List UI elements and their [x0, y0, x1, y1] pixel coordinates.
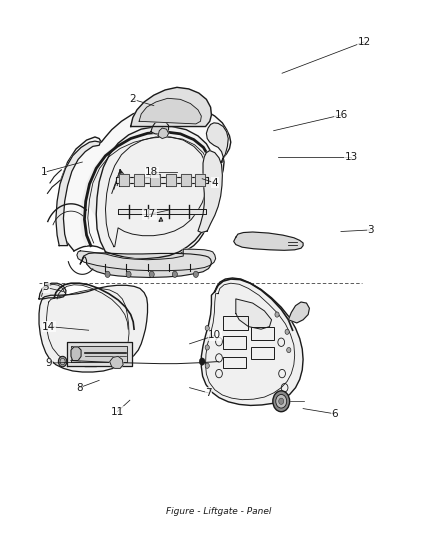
Circle shape: [60, 358, 65, 365]
Polygon shape: [198, 150, 223, 232]
Polygon shape: [181, 174, 191, 185]
Bar: [223, 316, 247, 330]
Polygon shape: [56, 141, 100, 246]
Circle shape: [276, 394, 287, 408]
Circle shape: [205, 363, 209, 368]
Polygon shape: [151, 122, 169, 134]
Circle shape: [279, 398, 284, 405]
Circle shape: [172, 271, 177, 278]
Polygon shape: [236, 299, 272, 329]
Bar: [251, 327, 274, 340]
Bar: [223, 357, 246, 368]
Circle shape: [273, 391, 290, 411]
Text: 2: 2: [130, 94, 136, 104]
Circle shape: [287, 348, 291, 353]
Polygon shape: [118, 209, 206, 214]
Circle shape: [285, 329, 289, 334]
Polygon shape: [166, 174, 176, 185]
Text: 9: 9: [46, 358, 52, 368]
Polygon shape: [39, 285, 148, 372]
Text: 14: 14: [42, 321, 55, 332]
Polygon shape: [150, 174, 160, 185]
Text: 18: 18: [145, 167, 159, 177]
Text: 16: 16: [334, 110, 348, 120]
Text: 3: 3: [367, 225, 374, 235]
Text: 8: 8: [76, 383, 83, 393]
Text: 12: 12: [357, 37, 371, 47]
Polygon shape: [81, 134, 215, 246]
Circle shape: [199, 358, 205, 365]
Circle shape: [126, 271, 131, 278]
Polygon shape: [116, 176, 208, 183]
Polygon shape: [77, 249, 215, 271]
Circle shape: [275, 312, 279, 317]
Polygon shape: [158, 128, 169, 139]
Text: Figure - Liftgate - Panel: Figure - Liftgate - Panel: [166, 507, 272, 516]
Text: 4: 4: [212, 178, 218, 188]
Text: 10: 10: [208, 330, 221, 341]
Circle shape: [205, 345, 209, 350]
Text: 6: 6: [331, 409, 338, 419]
Text: 13: 13: [345, 152, 358, 162]
Polygon shape: [288, 302, 309, 323]
Polygon shape: [206, 123, 228, 162]
Text: 5: 5: [42, 282, 49, 293]
Polygon shape: [201, 278, 303, 406]
Circle shape: [105, 271, 110, 278]
Circle shape: [193, 271, 198, 278]
Polygon shape: [71, 346, 127, 361]
Text: 17: 17: [143, 209, 156, 219]
Polygon shape: [195, 174, 205, 185]
Bar: [251, 347, 274, 359]
Text: 7: 7: [205, 388, 212, 398]
Polygon shape: [234, 232, 303, 251]
Bar: [223, 336, 246, 349]
Polygon shape: [96, 126, 217, 259]
Polygon shape: [67, 342, 131, 366]
Text: 1: 1: [40, 167, 47, 177]
Polygon shape: [39, 283, 66, 299]
Circle shape: [205, 326, 209, 331]
Polygon shape: [58, 104, 231, 259]
Polygon shape: [134, 174, 144, 185]
Polygon shape: [110, 357, 123, 368]
Polygon shape: [131, 87, 212, 126]
Polygon shape: [71, 347, 81, 360]
Circle shape: [58, 357, 67, 367]
Polygon shape: [80, 253, 212, 278]
Circle shape: [149, 271, 154, 278]
Text: 11: 11: [111, 407, 124, 417]
Polygon shape: [139, 98, 201, 124]
Polygon shape: [119, 174, 130, 185]
